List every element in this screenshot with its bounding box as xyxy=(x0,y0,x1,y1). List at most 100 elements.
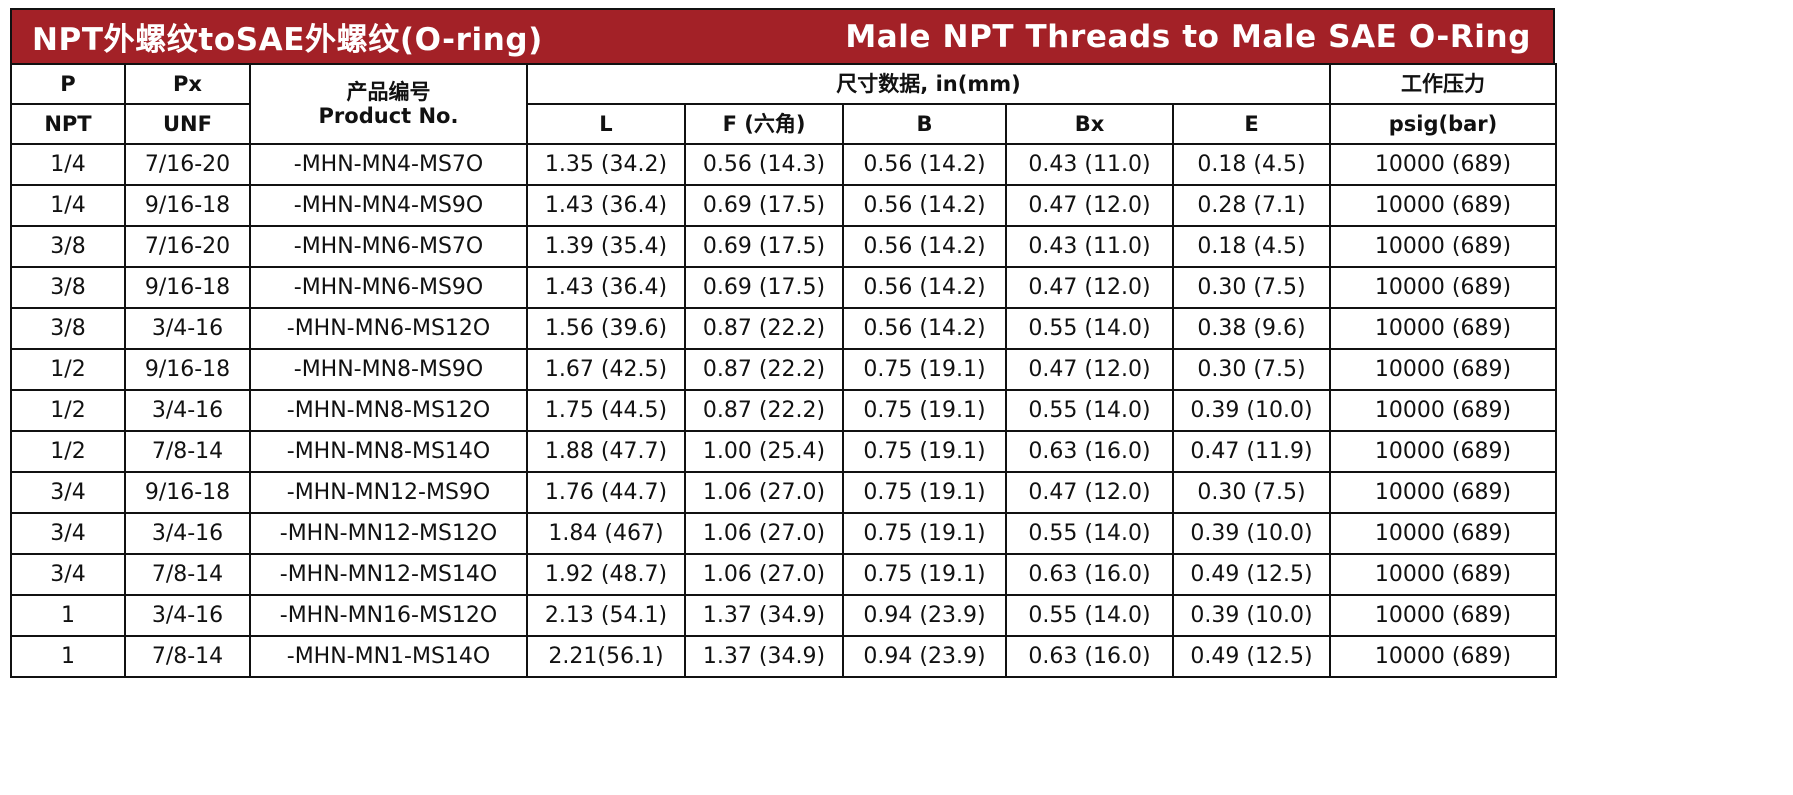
cell-e: 0.28 (7.1) xyxy=(1172,184,1331,227)
title-banner: NPT外螺纹toSAE外螺纹(O-ring) Male NPT Threads … xyxy=(10,8,1555,63)
cell-bx: 0.63 (16.0) xyxy=(1005,430,1174,473)
cell-unf: 7/8-14 xyxy=(124,553,251,596)
cell-b: 0.75 (19.1) xyxy=(842,512,1007,555)
cell-bx: 0.43 (11.0) xyxy=(1005,143,1174,186)
cell-pressure: 10000 (689) xyxy=(1329,348,1557,391)
header-pressure-unit: psig(bar) xyxy=(1329,103,1557,145)
cell-b: 0.75 (19.1) xyxy=(842,471,1007,514)
cell-npt: 1/2 xyxy=(10,430,126,473)
cell-f: 1.06 (27.0) xyxy=(684,553,844,596)
cell-product-no: -MHN-MN8-MS14O xyxy=(249,430,528,473)
cell-pressure: 10000 (689) xyxy=(1329,430,1557,473)
cell-l: 2.21(56.1) xyxy=(526,635,686,678)
cell-l: 2.13 (54.1) xyxy=(526,594,686,637)
cell-npt: 1 xyxy=(10,594,126,637)
cell-f: 0.69 (17.5) xyxy=(684,266,844,309)
cell-bx: 0.55 (14.0) xyxy=(1005,512,1174,555)
cell-l: 1.84 (467) xyxy=(526,512,686,555)
table-row: 3/4 7/8-14 -MHN-MN12-MS14O 1.92 (48.7) 1.06 … xyxy=(10,553,1557,596)
cell-npt: 1/4 xyxy=(10,184,126,227)
header-pressure-cn: 工作压力 xyxy=(1329,63,1557,105)
cell-unf: 7/16-20 xyxy=(124,225,251,268)
cell-b: 0.94 (23.9) xyxy=(842,594,1007,637)
cell-l: 1.75 (44.5) xyxy=(526,389,686,432)
spec-table: P Px 产品编号 Product No. 尺寸数据, in(mm) 工作压力 … xyxy=(10,63,1557,678)
table-header: P Px 产品编号 Product No. 尺寸数据, in(mm) 工作压力 … xyxy=(10,63,1557,145)
cell-unf: 9/16-18 xyxy=(124,471,251,514)
cell-l: 1.88 (47.7) xyxy=(526,430,686,473)
cell-unf: 9/16-18 xyxy=(124,266,251,309)
cell-bx: 0.47 (12.0) xyxy=(1005,184,1174,227)
cell-f: 0.87 (22.2) xyxy=(684,389,844,432)
spec-sheet: NPT外螺纹toSAE外螺纹(O-ring) Male NPT Threads … xyxy=(10,8,1557,678)
cell-f: 1.37 (34.9) xyxy=(684,594,844,637)
cell-e: 0.39 (10.0) xyxy=(1172,389,1331,432)
header-col-b: B xyxy=(842,103,1007,145)
cell-l: 1.35 (34.2) xyxy=(526,143,686,186)
cell-unf: 7/8-14 xyxy=(124,635,251,678)
cell-unf: 9/16-18 xyxy=(124,184,251,227)
cell-e: 0.38 (9.6) xyxy=(1172,307,1331,350)
cell-b: 0.75 (19.1) xyxy=(842,389,1007,432)
cell-product-no: -MHN-MN12-MS12O xyxy=(249,512,528,555)
cell-product-no: -MHN-MN6-MS9O xyxy=(249,266,528,309)
cell-f: 1.00 (25.4) xyxy=(684,430,844,473)
header-product-cn: 产品编号 xyxy=(346,80,431,104)
header-px-top: Px xyxy=(124,63,251,105)
cell-b: 0.56 (14.2) xyxy=(842,143,1007,186)
cell-unf: 3/4-16 xyxy=(124,594,251,637)
cell-b: 0.56 (14.2) xyxy=(842,184,1007,227)
table-body: 1/4 7/16-20 -MHN-MN4-MS7O 1.35 (34.2) 0.56 (… xyxy=(10,143,1557,678)
table-row: 3/8 7/16-20 -MHN-MN6-MS7O 1.39 (35.4) 0.69 (… xyxy=(10,225,1557,268)
header-dims-group: 尺寸数据, in(mm) xyxy=(526,63,1331,105)
cell-bx: 0.55 (14.0) xyxy=(1005,307,1174,350)
cell-b: 0.56 (14.2) xyxy=(842,225,1007,268)
cell-product-no: -MHN-MN1-MS14O xyxy=(249,635,528,678)
cell-e: 0.47 (11.9) xyxy=(1172,430,1331,473)
cell-e: 0.49 (12.5) xyxy=(1172,553,1331,596)
table-row: 1 3/4-16 -MHN-MN16-MS12O 2.13 (54.1) 1.37 (3… xyxy=(10,594,1557,637)
cell-bx: 0.63 (16.0) xyxy=(1005,635,1174,678)
cell-unf: 3/4-16 xyxy=(124,389,251,432)
cell-unf: 9/16-18 xyxy=(124,348,251,391)
table-row: 1/4 7/16-20 -MHN-MN4-MS7O 1.35 (34.2) 0.56 (… xyxy=(10,143,1557,186)
cell-pressure: 10000 (689) xyxy=(1329,225,1557,268)
cell-l: 1.39 (35.4) xyxy=(526,225,686,268)
cell-pressure: 10000 (689) xyxy=(1329,512,1557,555)
cell-bx: 0.47 (12.0) xyxy=(1005,471,1174,514)
table-row: 3/4 3/4-16 -MHN-MN12-MS12O 1.84 (467) 1.06 (… xyxy=(10,512,1557,555)
table-row: 1 7/8-14 -MHN-MN1-MS14O 2.21(56.1) 1.37 (34.… xyxy=(10,635,1557,678)
cell-pressure: 10000 (689) xyxy=(1329,635,1557,678)
cell-b: 0.75 (19.1) xyxy=(842,553,1007,596)
table-row: 1/2 3/4-16 -MHN-MN8-MS12O 1.75 (44.5) 0.87 (… xyxy=(10,389,1557,432)
cell-e: 0.30 (7.5) xyxy=(1172,266,1331,309)
cell-bx: 0.63 (16.0) xyxy=(1005,553,1174,596)
cell-b: 0.56 (14.2) xyxy=(842,266,1007,309)
header-product-en: Product No. xyxy=(318,104,459,128)
header-col-l: L xyxy=(526,103,686,145)
cell-product-no: -MHN-MN4-MS7O xyxy=(249,143,528,186)
cell-b: 0.75 (19.1) xyxy=(842,348,1007,391)
cell-l: 1.92 (48.7) xyxy=(526,553,686,596)
cell-e: 0.49 (12.5) xyxy=(1172,635,1331,678)
cell-npt: 3/8 xyxy=(10,307,126,350)
cell-f: 1.37 (34.9) xyxy=(684,635,844,678)
cell-product-no: -MHN-MN4-MS9O xyxy=(249,184,528,227)
cell-b: 0.94 (23.9) xyxy=(842,635,1007,678)
cell-f: 1.06 (27.0) xyxy=(684,512,844,555)
cell-e: 0.30 (7.5) xyxy=(1172,348,1331,391)
cell-e: 0.39 (10.0) xyxy=(1172,512,1331,555)
table-row: 1/2 9/16-18 -MHN-MN8-MS9O 1.67 (42.5) 0.87 (… xyxy=(10,348,1557,391)
cell-bx: 0.47 (12.0) xyxy=(1005,348,1174,391)
cell-pressure: 10000 (689) xyxy=(1329,307,1557,350)
cell-e: 0.39 (10.0) xyxy=(1172,594,1331,637)
cell-b: 0.75 (19.1) xyxy=(842,430,1007,473)
cell-product-no: -MHN-MN6-MS7O xyxy=(249,225,528,268)
cell-pressure: 10000 (689) xyxy=(1329,143,1557,186)
table-row: 3/8 3/4-16 -MHN-MN6-MS12O 1.56 (39.6) 0.87 (… xyxy=(10,307,1557,350)
header-px-bottom: UNF xyxy=(124,103,251,145)
cell-e: 0.30 (7.5) xyxy=(1172,471,1331,514)
header-col-bx: Bx xyxy=(1005,103,1174,145)
cell-bx: 0.47 (12.0) xyxy=(1005,266,1174,309)
cell-bx: 0.43 (11.0) xyxy=(1005,225,1174,268)
